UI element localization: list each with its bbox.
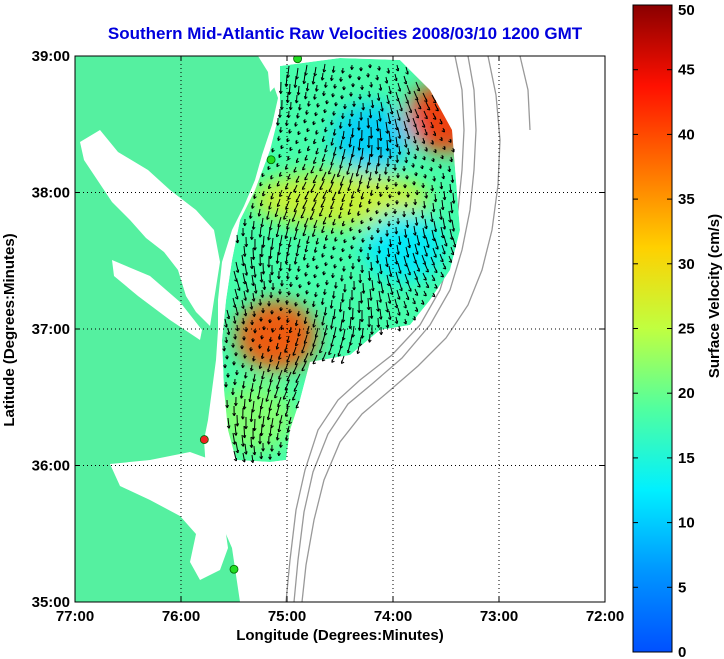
radar-station-active [266,155,276,165]
radar-station-alert [199,435,209,444]
colorbar-tick-label: 10 [678,515,695,532]
bathymetry-contours [285,56,531,602]
y-tick-label: 35:00 [32,594,70,611]
colorbar-tick-label: 20 [678,385,695,402]
y-tick-label: 36:00 [32,458,70,475]
colorbar-tick-label: 15 [678,450,695,467]
y-tick-label: 38:00 [32,185,70,202]
colorbar-tick-label: 50 [678,2,695,19]
x-axis-label: Longitude (Degrees:Minutes) [236,627,444,644]
y-tick-label: 37:00 [32,321,70,338]
colorbar-tick-label: 40 [678,126,695,143]
x-axis: 77:00 76:00 75:00 74:00 73:00 72:00 [56,56,624,625]
radar-stations [199,56,302,574]
bay-water [80,130,220,326]
bay-water [258,56,290,92]
colorbar-label: Surface Velocity (cm/s) [706,214,723,378]
colorbar-tick-label: 0 [678,644,686,659]
colorbar-tick-label: 35 [678,191,695,208]
bay-water [112,260,202,340]
x-tick-label: 74:00 [374,608,412,625]
x-tick-label: 77:00 [56,608,94,625]
x-tick-label: 76:00 [162,608,200,625]
radar-station-active [293,56,302,64]
y-tick-label: 39:00 [32,48,70,65]
colorbar [632,4,673,653]
chart-title: Southern Mid-Atlantic Raw Velocities 200… [107,24,583,43]
radar-station-active [229,564,239,574]
colorbar-tick-label: 5 [678,579,686,596]
colorbar-tick-label: 45 [678,62,695,79]
y-axis: 39:00 38:00 37:00 36:00 35:00 [32,48,605,611]
x-tick-label: 75:00 [268,608,306,625]
x-tick-label: 73:00 [480,608,518,625]
bay-water [110,452,228,580]
colorbar-tick-label: 25 [678,321,695,338]
x-tick-label: 72:00 [586,608,624,625]
colorbar-tick-label: 30 [678,256,695,273]
velocity-arrows [222,63,456,464]
y-axis-label: Latitude (Degrees:Minutes) [1,233,18,426]
colorbar-ticks: 0 5 10 15 20 25 30 35 40 45 50 [633,2,695,659]
